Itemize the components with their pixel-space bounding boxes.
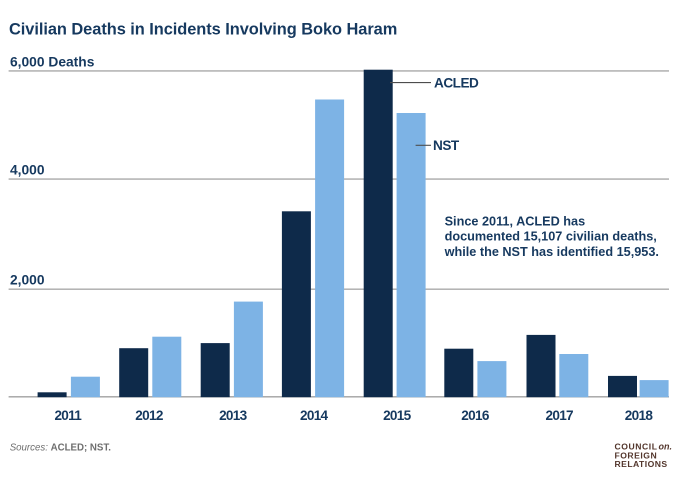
svg-text:2017: 2017: [545, 408, 573, 423]
svg-text:Since 2011, ACLED has: Since 2011, ACLED has: [445, 214, 586, 228]
svg-text:while the NST has identified 1: while the NST has identified 15,953.: [444, 245, 659, 259]
svg-text:2015: 2015: [383, 408, 412, 423]
svg-text:FOREIGN: FOREIGN: [615, 450, 658, 460]
svg-text:2018: 2018: [625, 408, 654, 423]
svg-text:COUNCIL: COUNCIL: [615, 441, 658, 451]
svg-text:documented 15,107 civilian dea: documented 15,107 civilian deaths,: [445, 230, 657, 244]
svg-text:Sources: ACLED; NST.: Sources: ACLED; NST.: [10, 443, 112, 454]
svg-text:2014: 2014: [300, 408, 329, 423]
svg-text:2,000: 2,000: [10, 273, 45, 288]
svg-text:Civilian Deaths in Incidents I: Civilian Deaths in Incidents Involving B…: [9, 20, 397, 38]
svg-text:4,000: 4,000: [10, 162, 45, 177]
svg-text:on.: on.: [659, 441, 673, 451]
svg-text:ACLED: ACLED: [434, 75, 479, 90]
svg-text:RELATIONS: RELATIONS: [615, 459, 668, 469]
svg-text:NST: NST: [433, 138, 460, 153]
svg-text:2012: 2012: [135, 408, 164, 423]
svg-text:2016: 2016: [461, 408, 490, 423]
svg-text:2013: 2013: [219, 408, 248, 423]
svg-text:6,000 Deaths: 6,000 Deaths: [10, 55, 95, 70]
svg-text:2011: 2011: [54, 408, 82, 423]
